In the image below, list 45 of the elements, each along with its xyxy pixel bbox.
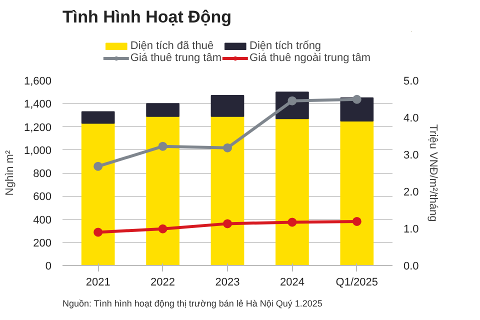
x-tick-label: Q1/2025: [336, 276, 378, 288]
bar: [81, 122, 115, 266]
x-tick-label: 2023: [215, 276, 240, 288]
x-tick-label: 2024: [280, 276, 304, 288]
point: [352, 94, 362, 104]
y-axis-title: Nghìn m²: [4, 150, 16, 196]
legend-label: Diện tích đã thuê: [130, 40, 214, 52]
y2-tick-label: 2.0: [404, 186, 419, 198]
point: [94, 228, 103, 237]
text: Nguồn: Tình hình hoạt động thị trường bán lẻ Hà Nội Quý 1.2025: [62, 298, 322, 308]
point: [94, 162, 103, 171]
y-tick-label: 200: [33, 237, 52, 250]
bar: [146, 103, 180, 117]
bar: [210, 116, 244, 266]
legend-label: Giá thuê ngoài trung tâm: [250, 52, 371, 64]
y2-axis-title: Triệu VNĐ/m²/tháng: [426, 124, 439, 222]
x-tick-label: 2022: [150, 276, 176, 288]
x-tick-label: 2021: [86, 276, 110, 288]
bar: [340, 120, 374, 266]
point: [223, 219, 232, 228]
legend-label: Diện tích trống: [250, 40, 322, 52]
y-tick-label: 1,200: [24, 122, 52, 134]
y-tick-label: 800: [33, 168, 52, 180]
point: [158, 142, 168, 151]
y-tick-label: 1,000: [24, 144, 52, 157]
y-tick-label: 0: [45, 260, 52, 272]
y2-tick-label: 0.0: [404, 260, 419, 272]
y-tick-label: 600: [33, 191, 52, 204]
y-tick-label: 1,600: [24, 76, 52, 88]
point: [158, 224, 168, 234]
point: [352, 216, 362, 226]
bar: [276, 118, 309, 266]
y2-tick-label: 5.0: [404, 76, 419, 88]
chart-title: Tình Hình Hoạt Động: [62, 8, 232, 26]
y2-tick-label: 4.0: [404, 112, 419, 124]
bar: [210, 95, 244, 117]
point: [223, 143, 232, 152]
point: [288, 218, 297, 227]
y2-tick-label: 1.0: [404, 224, 419, 236]
bar: [146, 116, 180, 266]
y-tick-label: 1,400: [24, 98, 52, 111]
bar: [81, 111, 115, 124]
y2-tick-label: 3.0: [404, 150, 419, 162]
y-tick-label: 400: [33, 214, 52, 226]
legend-label: Giá thuê trung tâm: [130, 52, 222, 64]
